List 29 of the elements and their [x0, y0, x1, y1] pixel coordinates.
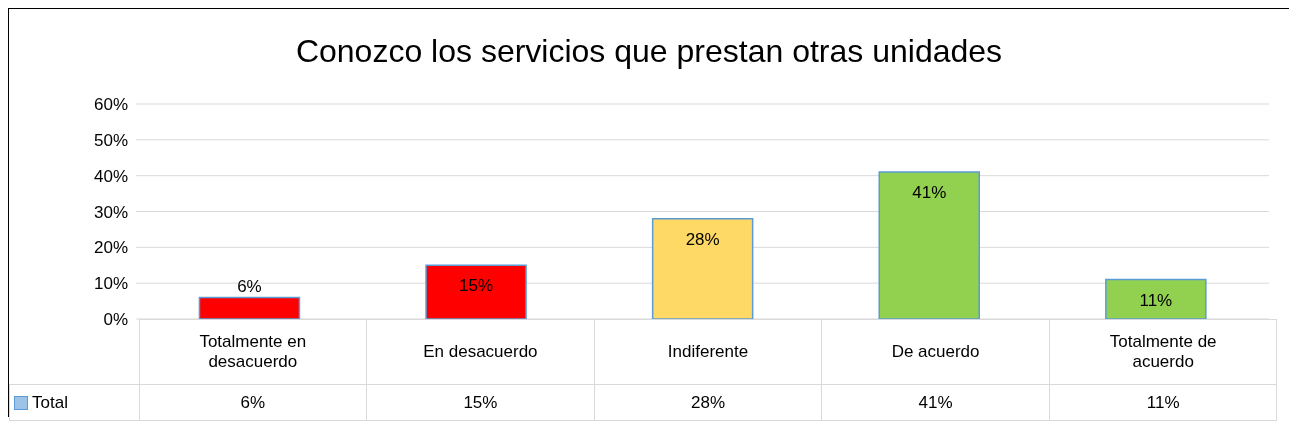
data-label: 28% — [594, 384, 822, 421]
text: 6% — [237, 276, 262, 296]
bar — [425, 264, 527, 319]
y-tick-label: 30% — [93, 202, 128, 222]
text: 15% — [459, 276, 494, 296]
bar — [1105, 278, 1207, 319]
text: 28% — [685, 229, 720, 249]
chart-title: Conozco los servicios que prestan otras unidades — [294, 32, 1004, 71]
y-tick-label: 0% — [103, 310, 128, 330]
text: 11% — [1139, 290, 1173, 310]
text: Total — [32, 392, 68, 412]
y-tick-label: 50% — [93, 130, 128, 150]
y-tick-label: 60% — [93, 95, 128, 115]
data-label: 6% — [139, 384, 367, 421]
y-tick-label: 10% — [93, 274, 128, 294]
y-tick-label: 40% — [93, 166, 128, 186]
data-label: 41% — [821, 384, 1050, 421]
bar — [878, 171, 980, 319]
x-tick-label: Indiferente — [666, 342, 750, 362]
data-label: 15% — [366, 384, 595, 421]
text: 41% — [912, 183, 947, 203]
y-tick-label: 20% — [93, 238, 128, 258]
x-tick-label: Totalmente en desacuerdo — [198, 332, 308, 372]
data-label: 11% — [1049, 384, 1277, 421]
bar — [651, 217, 754, 319]
x-tick-label: En desacuerdo — [422, 342, 539, 362]
x-tick-label: Totalmente de acuerdo — [1108, 332, 1218, 372]
bar — [198, 296, 301, 319]
x-tick-label: De acuerdo — [890, 342, 981, 362]
